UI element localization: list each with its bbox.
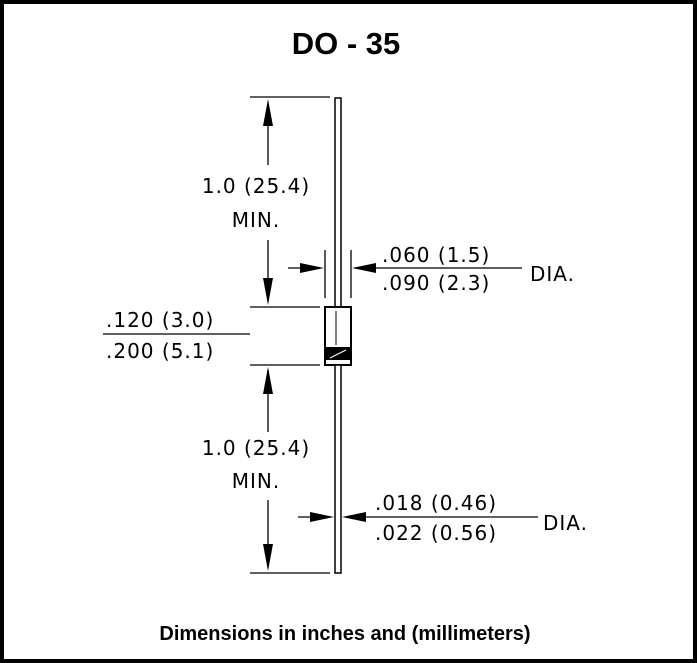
units-note: Dimensions in inches and (millimeters): [159, 623, 530, 645]
body-length-max: .200 (5.1): [106, 339, 214, 363]
lead-diameter-dimension: [298, 512, 538, 522]
upper-lead: [334, 97, 342, 309]
lower-lead: [334, 364, 342, 574]
top-lead-length-dimension: [250, 96, 330, 308]
arrowhead: [263, 367, 273, 394]
body-diameter-min: .060 (1.5): [382, 243, 490, 267]
arrowhead: [263, 278, 273, 305]
lead-diameter-suffix: DIA.: [543, 511, 588, 535]
body-diameter-dimension: [288, 250, 522, 298]
diode-component: [324, 97, 352, 574]
bottom-lead-length-dimension: [250, 364, 330, 574]
arrowhead: [352, 263, 376, 273]
bottom-lead-length-qualifier: MIN.: [232, 469, 280, 493]
arrowhead: [342, 512, 366, 522]
arrowhead: [263, 544, 273, 571]
top-lead-length-qualifier: MIN.: [232, 208, 280, 232]
arrowhead: [310, 512, 334, 522]
lead-diameter-max: .022 (0.56): [375, 521, 497, 545]
top-lead-length-value: 1.0 (25.4): [202, 174, 310, 198]
bottom-lead-length-value: 1.0 (25.4): [202, 436, 310, 460]
body-diameter-max: .090 (2.3): [382, 271, 490, 295]
package-title: DO - 35: [292, 26, 401, 61]
cathode-band-highlight: [329, 349, 347, 359]
arrowhead: [300, 263, 324, 273]
body-diameter-suffix: DIA.: [530, 262, 575, 286]
arrowhead: [263, 99, 273, 126]
lead-diameter-min: .018 (0.46): [375, 491, 497, 515]
body-length-min: .120 (3.0): [106, 308, 214, 332]
